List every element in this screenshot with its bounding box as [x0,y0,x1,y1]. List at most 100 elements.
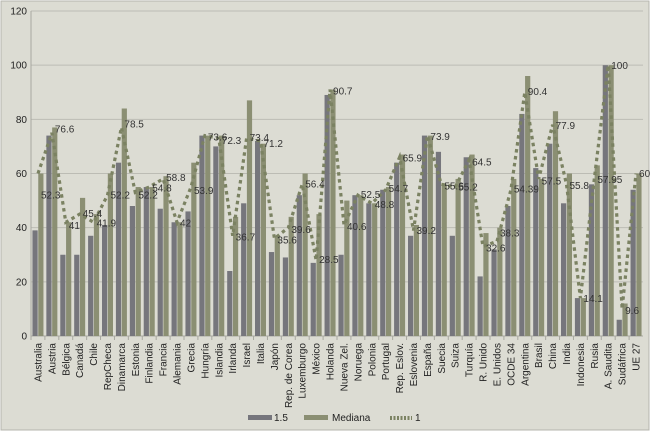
bar-mediana [385,187,392,336]
bar-mediana [163,176,169,336]
data-label: 32.6 [486,244,506,255]
x-category-label: Noruega [353,343,364,382]
data-label: 100 [611,61,628,72]
data-label: 54.7 [389,184,409,195]
data-label: 41.9 [97,219,117,230]
bar-1-5 [561,203,567,336]
bar-1-5 [602,65,608,337]
bar-mediana [441,184,447,336]
data-label: 57.5 [542,176,562,187]
data-label: 90.7 [333,86,353,97]
data-label: 14.1 [583,294,603,305]
y-tick-label: 0 [21,332,27,343]
bar-mediana [205,135,211,336]
data-label: 57.95 [597,175,622,186]
bar-1-5 [366,203,372,336]
bar-1-5 [338,254,344,336]
y-tick-label: 40 [16,223,28,234]
bar-1-5 [588,184,595,336]
bar-1-5 [310,262,316,336]
bar-1-5 [519,113,525,337]
bar-1-5 [463,157,469,336]
bar-1-5 [533,168,539,336]
x-category-label: Chile [89,343,100,366]
bar-mediana [399,154,406,336]
bar-mediana [469,154,475,336]
bar-mediana [316,214,322,336]
data-label: 52.5 [361,190,381,201]
bar-mediana [149,187,155,336]
data-label: 77.9 [556,121,576,132]
bar-mediana [232,216,239,336]
x-category-label: Argentina [520,343,531,386]
bar-1-5 [227,271,233,336]
x-category-label: Alemania [173,343,184,385]
data-label: 73.4 [250,133,270,144]
data-label: 52.2 [111,191,131,202]
bar-mediana [191,162,197,336]
data-label: 90.4 [528,87,548,98]
x-category-label: Suiza [451,343,462,368]
x-category-label: Holanda [326,343,337,381]
bar-1-5 [630,189,636,336]
bar-1-5 [46,135,52,336]
bar-mediana [38,173,44,336]
bar-mediana [580,298,586,336]
bar-1-5 [129,206,136,336]
y-tick-label: 100 [10,61,27,72]
x-category-label: Polonia [367,343,378,377]
bar-1-5 [115,162,122,336]
data-label: 56.4 [305,179,325,190]
data-label: 36.7 [236,233,256,244]
bar-1-5 [60,254,66,336]
data-label: 39.2 [417,226,437,237]
bar-1-5 [268,252,275,336]
x-category-label: E. Unidos [492,343,503,386]
bar-mediana [288,216,294,336]
bar-mediana [497,227,503,336]
bar-1-5 [296,195,302,336]
bar-1-5 [616,319,622,336]
x-category-label: Grecia [186,343,197,373]
x-category-label: Japón [270,343,281,370]
data-label: 54.39 [514,185,539,196]
x-category-label: Finlandia [145,343,156,384]
bar-mediana [608,65,614,337]
bar-mediana [427,135,433,336]
bar-mediana [622,303,628,336]
x-category-label: Israel [242,343,253,367]
x-category-label: Islandia [214,343,225,378]
bar-mediana [66,222,72,336]
bar-1-5 [241,203,247,336]
bar-mediana [107,173,113,336]
bar-1-5 [324,94,330,336]
data-label: 41 [69,221,81,232]
x-category-label: Nueva Zel. [339,343,350,391]
legend-label-1: 1 [415,413,421,424]
data-label: 55.6 [444,181,464,192]
data-label: 40.6 [347,222,367,233]
x-category-label: Irlanda [228,343,239,374]
bar-mediana [413,224,419,336]
x-category-label: Brasil [534,343,545,368]
bar-1-5 [477,276,483,336]
bar-mediana [511,178,517,336]
x-category-label: Rep. de Corea [284,343,295,408]
bar-1-5 [255,141,261,336]
data-label: 35.6 [277,236,297,247]
data-label: 72.3 [222,136,242,147]
data-label: 28.5 [319,255,339,266]
x-category-label: Estonia [131,343,142,377]
bar-1-5 [213,146,219,336]
bar-mediana [566,173,572,336]
bar-mediana [538,178,545,336]
bar-mediana [330,89,336,337]
x-category-label: México [312,343,323,375]
data-label: 53.9 [194,186,214,197]
x-category-label: Turquía [465,343,476,378]
data-label: 52.2 [138,191,158,202]
bar-mediana [372,203,378,336]
bar-1-5 [435,151,442,336]
